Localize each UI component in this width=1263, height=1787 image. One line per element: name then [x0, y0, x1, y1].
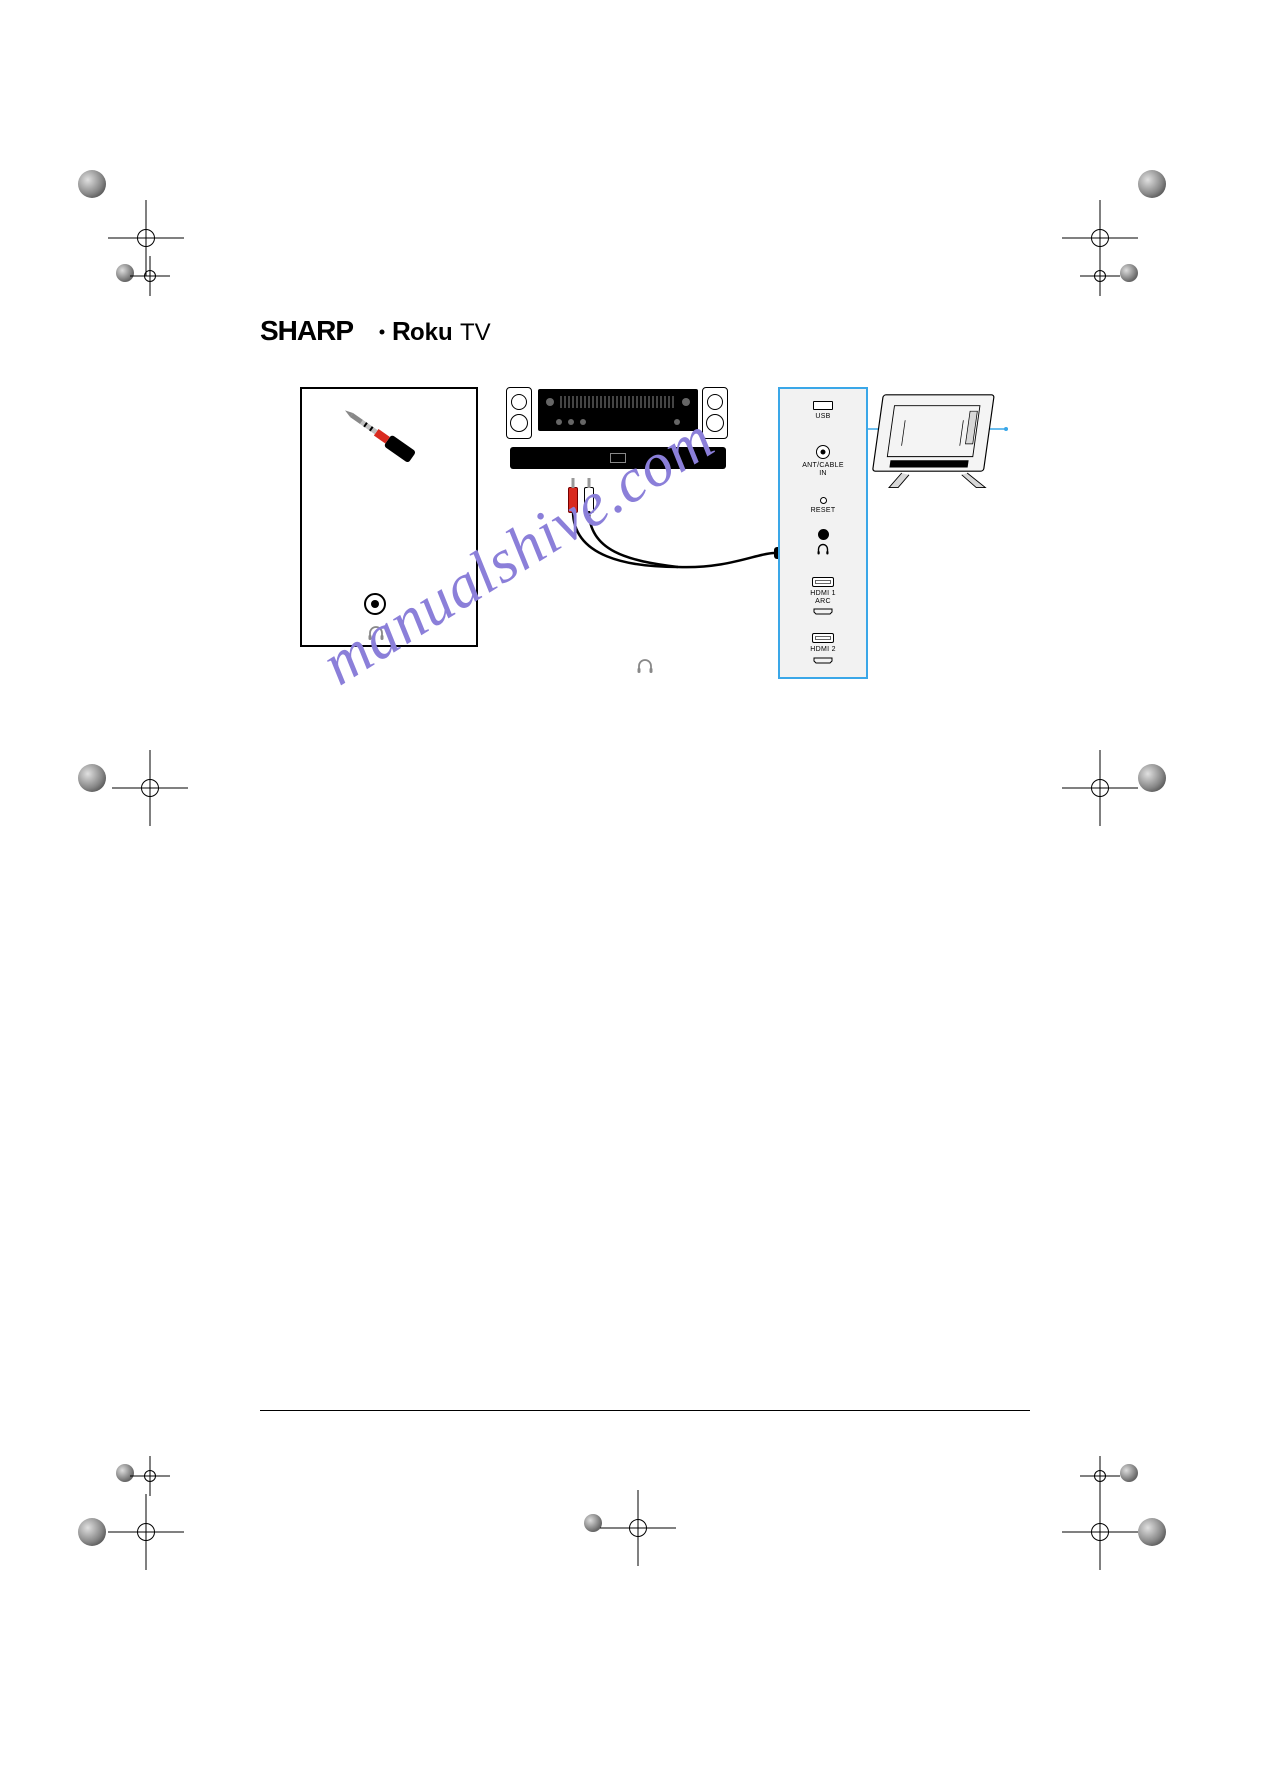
svg-text:TV: TV	[460, 319, 491, 346]
hdmi2-label: HDMI 2	[810, 646, 836, 654]
footer-rule	[260, 1410, 1030, 1411]
tv-rear-icon	[870, 393, 1008, 493]
headphone-jack	[364, 593, 386, 615]
speaker-right-icon	[702, 387, 728, 439]
reset-label: RESET	[811, 507, 836, 515]
aux-plug-icon	[335, 397, 426, 473]
reset-button	[820, 497, 827, 504]
headphone-icon	[636, 658, 654, 674]
headphone-icon	[367, 625, 385, 641]
ant-label: ANT/CABLE IN	[802, 462, 844, 477]
hdmi2-port	[812, 633, 834, 643]
tv-port-panel: USB ANT/CABLE IN RESET HDMI 1 ARC H	[778, 387, 868, 679]
svg-text:R: R	[392, 316, 411, 346]
svg-text:SHARP: SHARP	[260, 315, 353, 346]
ant-port	[816, 445, 830, 459]
av-receiver-icon	[538, 389, 698, 431]
soundbar-icon	[510, 447, 726, 469]
headphone-port	[818, 529, 829, 540]
speaker-left-icon	[506, 387, 532, 439]
hdmi1-port	[812, 577, 834, 587]
headphone-device	[300, 387, 478, 647]
headphone-port-icon	[816, 543, 830, 555]
rca-to-aux-cable	[568, 483, 778, 603]
usb-port	[813, 401, 833, 410]
hdmi-shape-icon	[813, 657, 833, 664]
hdmi-shape-icon	[813, 608, 833, 615]
brand-logo: SHARP R oku TV	[260, 312, 1030, 357]
svg-text:oku: oku	[410, 319, 453, 346]
hdmi1-label: HDMI 1 ARC	[810, 590, 836, 605]
page-content: SHARP R oku TV	[260, 312, 1030, 735]
usb-label: USB	[815, 413, 830, 421]
